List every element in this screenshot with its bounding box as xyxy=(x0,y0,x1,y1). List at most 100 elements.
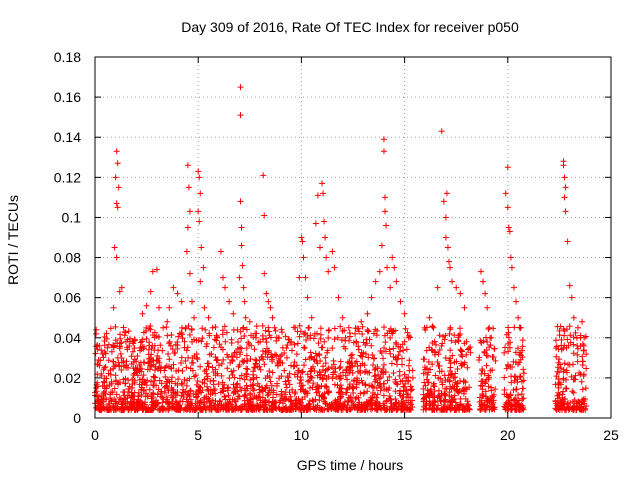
data-point xyxy=(126,328,132,334)
data-point xyxy=(175,291,181,297)
data-point xyxy=(382,339,388,345)
x-tick-label: 15 xyxy=(397,427,413,443)
data-point xyxy=(381,324,387,330)
data-point xyxy=(130,349,136,355)
data-point xyxy=(160,325,166,331)
data-point xyxy=(444,190,450,196)
data-point xyxy=(239,224,245,230)
data-point xyxy=(358,319,364,325)
data-point xyxy=(506,224,512,230)
data-point xyxy=(226,299,232,305)
data-point xyxy=(247,319,253,325)
data-point xyxy=(166,305,172,311)
data-point xyxy=(402,311,408,317)
data-point xyxy=(189,299,195,305)
y-tick-label: 0.18 xyxy=(54,49,81,65)
data-point xyxy=(332,326,338,332)
data-point xyxy=(179,368,185,374)
data-point xyxy=(258,367,264,373)
data-point xyxy=(268,379,274,385)
data-point xyxy=(404,346,410,352)
data-point xyxy=(118,351,124,357)
data-point xyxy=(243,365,249,371)
data-point xyxy=(384,265,390,271)
data-point xyxy=(338,359,344,365)
data-point xyxy=(266,329,272,335)
data-point xyxy=(238,112,244,118)
data-point xyxy=(198,245,204,251)
data-point xyxy=(441,198,447,204)
data-point xyxy=(381,148,387,154)
data-point xyxy=(511,324,517,330)
data-point xyxy=(429,323,435,329)
x-tick-label: 10 xyxy=(294,427,310,443)
y-tick-label: 0.1 xyxy=(62,209,82,225)
data-point xyxy=(562,194,568,200)
data-point xyxy=(430,325,436,331)
data-point xyxy=(296,275,302,281)
data-point xyxy=(239,243,245,249)
data-point xyxy=(371,331,377,337)
y-tick-label: 0 xyxy=(73,410,81,426)
data-point xyxy=(337,364,343,370)
data-point xyxy=(571,390,577,396)
data-point xyxy=(204,360,210,366)
data-point xyxy=(197,190,203,196)
data-point xyxy=(191,315,197,321)
data-point xyxy=(509,265,515,271)
data-point xyxy=(283,333,289,339)
data-point xyxy=(185,355,191,361)
data-point xyxy=(131,345,137,351)
data-point xyxy=(206,315,212,321)
data-point xyxy=(486,325,492,331)
data-point xyxy=(226,375,232,381)
data-point xyxy=(219,361,225,367)
data-point xyxy=(344,376,350,382)
data-point xyxy=(338,382,344,388)
data-point xyxy=(166,356,172,362)
data-point xyxy=(236,275,242,281)
data-point xyxy=(317,245,323,251)
data-point xyxy=(185,162,191,168)
data-point xyxy=(320,190,326,196)
data-point xyxy=(284,385,290,391)
data-point xyxy=(300,368,306,374)
data-point xyxy=(217,341,223,347)
data-point xyxy=(114,255,120,261)
data-point xyxy=(446,259,452,265)
data-point xyxy=(195,378,201,384)
data-point xyxy=(350,385,356,391)
data-point xyxy=(318,332,324,338)
data-point xyxy=(445,245,451,251)
data-point xyxy=(185,224,191,230)
data-point xyxy=(262,328,268,334)
y-tick-label: 0.08 xyxy=(54,250,81,266)
data-point xyxy=(458,352,464,358)
data-point xyxy=(115,355,121,361)
data-point xyxy=(447,326,453,332)
data-point xyxy=(218,249,224,255)
data-point xyxy=(410,367,416,373)
data-point xyxy=(408,384,414,390)
data-point xyxy=(575,359,581,365)
axis-ticks: 0 5 10 15 20 2500.020.040.060.080.10.120.140.… xyxy=(54,49,619,443)
data-point xyxy=(391,370,397,376)
x-axis-label: GPS time / hours xyxy=(297,457,404,473)
data-point xyxy=(93,331,99,337)
data-point xyxy=(113,174,119,180)
data-point xyxy=(318,325,324,331)
data-point xyxy=(447,365,453,371)
x-tick-label: 20 xyxy=(500,427,516,443)
data-point xyxy=(331,265,337,271)
data-point xyxy=(175,376,181,382)
data-point xyxy=(447,265,453,271)
data-point xyxy=(397,373,403,379)
data-point xyxy=(179,299,185,305)
data-point xyxy=(144,303,150,309)
data-point xyxy=(114,200,120,206)
data-point xyxy=(213,324,219,330)
data-point xyxy=(263,291,269,297)
y-axis-label: ROTI / TECUs xyxy=(5,195,21,285)
data-point xyxy=(383,222,389,228)
data-point xyxy=(382,194,388,200)
